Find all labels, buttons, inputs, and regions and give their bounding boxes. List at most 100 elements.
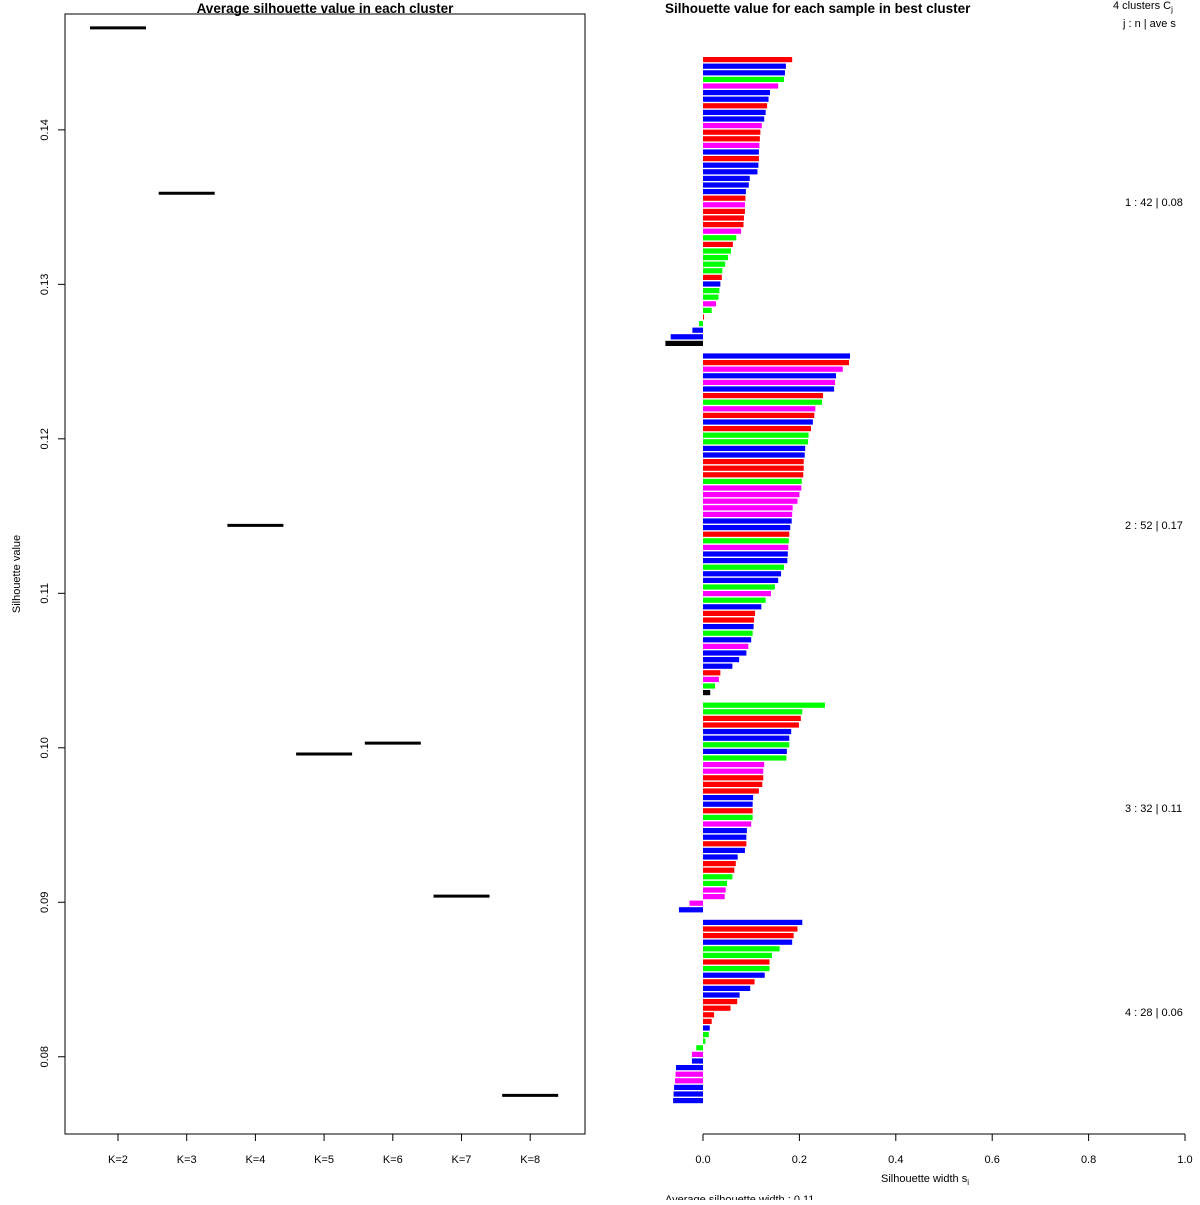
- silhouette-bar: [703, 419, 813, 425]
- left-y-axis-label: Silhouette value: [11, 535, 23, 613]
- cluster-1-bars: [665, 57, 793, 346]
- left-chart-title: Average silhouette value in each cluster: [197, 1, 455, 16]
- silhouette-bar: [703, 360, 850, 366]
- silhouette-bar: [703, 485, 802, 491]
- left-x-tick-label: K=5: [314, 1154, 334, 1166]
- silhouette-bar: [703, 683, 716, 689]
- right-x-tick-label: 0.8: [1081, 1154, 1096, 1166]
- legend-header: 4 clusters Cj: [1113, 0, 1173, 14]
- silhouette-bar: [703, 887, 726, 893]
- left-x-tick-label: K=4: [245, 1154, 265, 1166]
- silhouette-bar: [703, 788, 759, 794]
- silhouette-bar: [703, 979, 755, 985]
- silhouette-bar: [703, 208, 745, 214]
- legend-header-subscript: j: [1170, 5, 1173, 14]
- silhouette-bar: [703, 1038, 706, 1044]
- right-footer-average: Average silhouette width : 0.11: [665, 1194, 814, 1200]
- right-x-axis-label-main: Silhouette width s: [881, 1173, 968, 1185]
- silhouette-bar: [675, 1071, 703, 1077]
- silhouette-bar: [703, 814, 753, 820]
- left-y-tick-label: 0.14: [39, 119, 51, 140]
- silhouette-bar: [703, 828, 747, 834]
- silhouette-bar: [703, 894, 725, 900]
- silhouette-bar: [703, 294, 719, 300]
- silhouette-bar: [703, 544, 789, 550]
- legend-subheader-part: j : n: [1122, 18, 1141, 30]
- silhouette-bar: [703, 933, 794, 939]
- silhouette-bar: [665, 340, 703, 346]
- silhouette-bar: [703, 538, 789, 544]
- left-y-tick-label: 0.09: [39, 892, 51, 913]
- silhouette-bar: [674, 1084, 703, 1090]
- right-x-tick-label: 0.2: [792, 1154, 807, 1166]
- silhouette-bar: [703, 109, 766, 115]
- silhouette-bar: [703, 1025, 710, 1031]
- silhouette-bar: [703, 571, 782, 577]
- silhouette-bar: [703, 261, 726, 267]
- silhouette-bar: [703, 307, 712, 313]
- silhouette-bar: [703, 505, 793, 511]
- silhouette-bar: [703, 255, 729, 261]
- silhouette-bar: [703, 762, 765, 768]
- cluster-2-label: 2 : 52 | 0.17: [1125, 520, 1183, 532]
- silhouette-bar: [703, 162, 759, 168]
- silhouette-bar: [703, 867, 735, 873]
- silhouette-bar: [703, 314, 704, 320]
- right-panel: 0.0 0.2 0.4 0.6 0.8 1.0 Silhouette width si Ave…: [665, 0, 1193, 1205]
- left-y-tick-label: 0.10: [39, 737, 51, 758]
- silhouette-bar: [703, 353, 851, 359]
- cluster-3-bars: [678, 702, 825, 913]
- silhouette-bar: [703, 189, 746, 195]
- silhouette-bar: [703, 657, 740, 663]
- silhouette-bar: [703, 676, 719, 682]
- cluster-4-label: 4 : 28 | 0.06: [1125, 1007, 1183, 1019]
- cluster-2-bars: [703, 353, 851, 696]
- silhouette-bar: [691, 1058, 703, 1064]
- silhouette-bar: [703, 222, 744, 228]
- right-x-tick-label: 0.4: [888, 1154, 903, 1166]
- silhouette-bar: [703, 834, 747, 840]
- silhouette-bar: [703, 399, 823, 405]
- silhouette-bar: [703, 103, 768, 109]
- left-x-tick-label: K=3: [177, 1154, 197, 1166]
- silhouette-bar: [703, 478, 802, 484]
- silhouette-bar: [703, 445, 806, 451]
- silhouette-bar: [703, 531, 790, 537]
- silhouette-bar: [703, 577, 779, 583]
- silhouette-bar: [703, 630, 753, 636]
- silhouette-bar: [703, 861, 736, 867]
- silhouette-bar: [675, 1078, 703, 1084]
- silhouette-bar: [703, 90, 770, 96]
- silhouette-bar: [703, 926, 798, 932]
- silhouette-bar: [703, 650, 747, 656]
- silhouette-bar: [703, 702, 825, 708]
- silhouette-bar: [703, 551, 788, 557]
- silhouette-bar: [703, 597, 766, 603]
- silhouette-bar: [703, 841, 747, 847]
- silhouette-bar: [703, 432, 809, 438]
- silhouette-bar: [703, 123, 762, 129]
- silhouette-bar: [703, 874, 733, 880]
- right-x-tick-label: 1.0: [1177, 1154, 1192, 1166]
- silhouette-bar: [703, 742, 790, 748]
- silhouette-bar: [703, 584, 775, 590]
- silhouette-bar: [703, 735, 790, 741]
- silhouette-bar: [703, 465, 804, 471]
- silhouette-bar: [703, 459, 804, 465]
- left-x-tick-label: K=8: [520, 1154, 540, 1166]
- silhouette-bar: [703, 129, 761, 135]
- silhouette-bar: [703, 1005, 731, 1011]
- right-x-axis-label: Silhouette width si: [881, 1173, 969, 1187]
- silhouette-bar: [703, 795, 754, 801]
- silhouette-bar: [703, 169, 758, 175]
- left-x-tick-label: K=6: [383, 1154, 403, 1166]
- silhouette-bar: [691, 1051, 703, 1057]
- silhouette-bar: [703, 57, 793, 63]
- silhouette-bar: [703, 406, 816, 412]
- silhouette-bar: [703, 492, 800, 498]
- silhouette-bar: [703, 241, 733, 247]
- silhouette-bar: [703, 854, 738, 860]
- silhouette-bar: [703, 83, 779, 89]
- silhouette-bar: [703, 215, 744, 221]
